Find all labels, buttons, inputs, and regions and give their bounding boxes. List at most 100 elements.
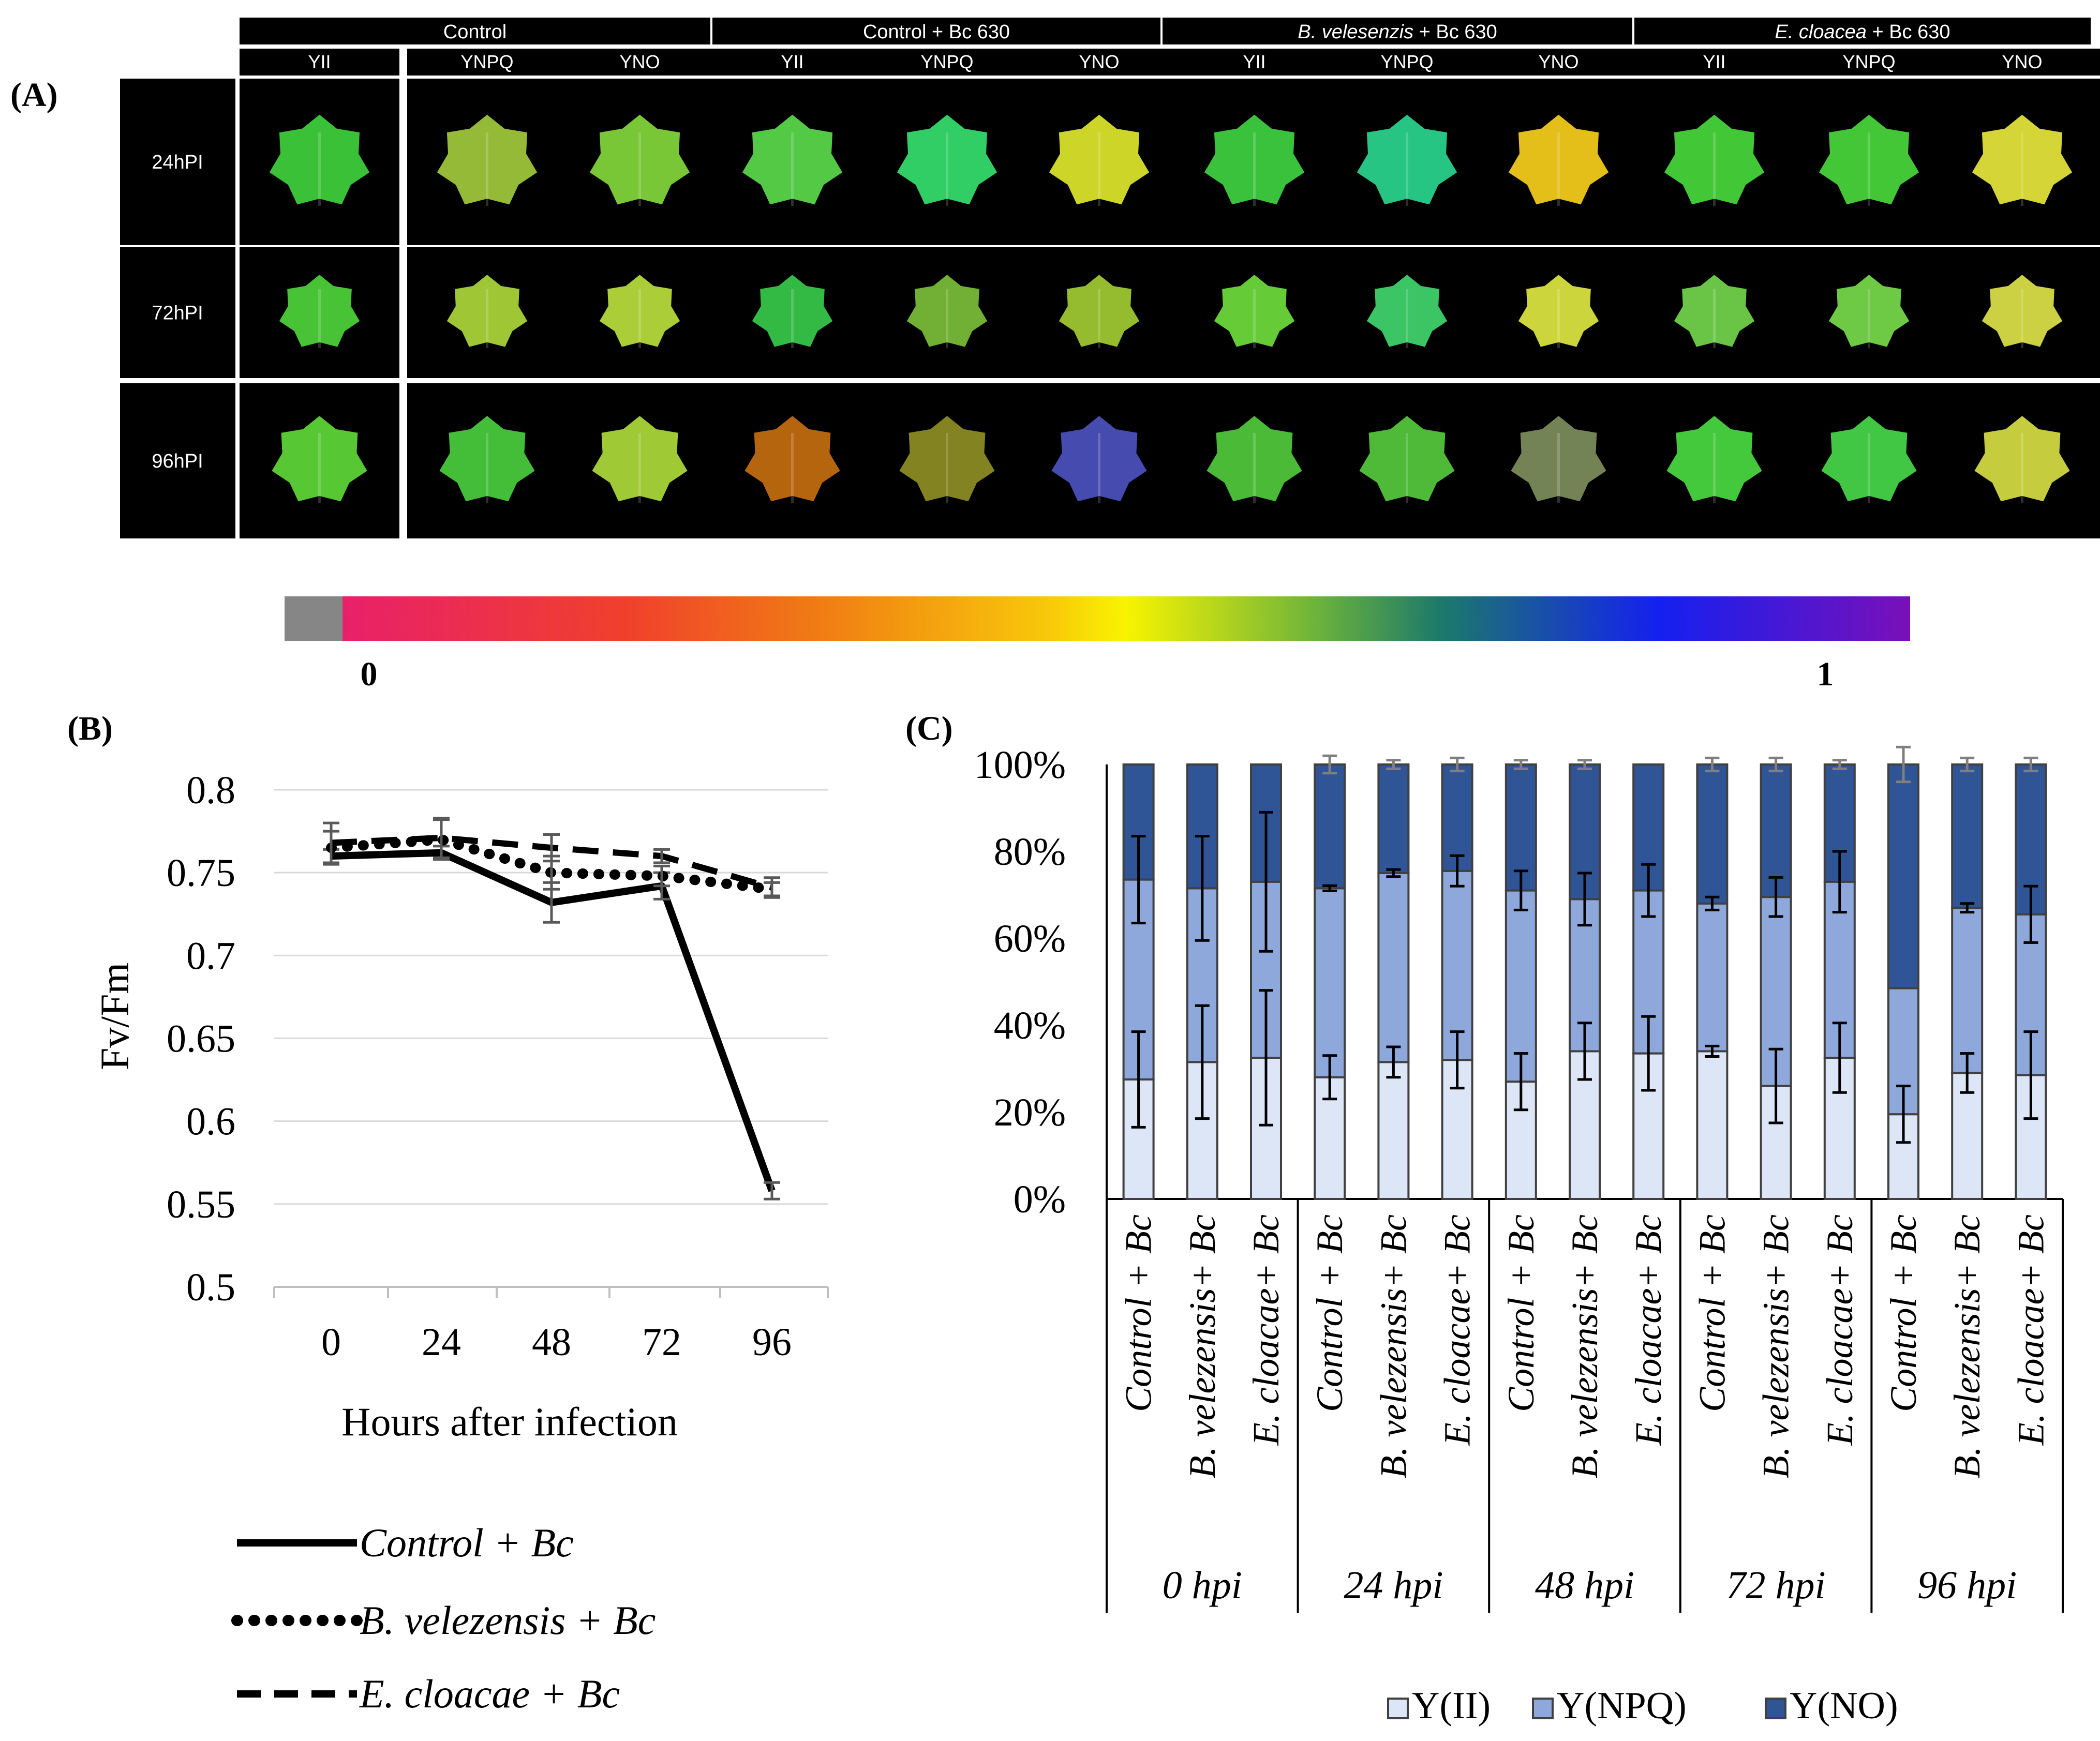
c-legend-swatch: [1387, 1698, 1409, 1719]
c-bar-segment: [1314, 887, 1346, 1078]
param-header-bg: [1174, 49, 1334, 76]
leaf-image: [269, 114, 370, 205]
b-gridlines: [273, 789, 829, 1298]
c-category-label: B. velezensis+ Bc: [1755, 1214, 1797, 1478]
colorbar-gray: [285, 596, 342, 641]
row-label-bg: [120, 247, 235, 378]
leaf-image: [589, 114, 690, 205]
c-bar-segment: [1696, 902, 1729, 1053]
leaf-image: [279, 275, 360, 347]
c-error-bars: [1131, 745, 2038, 1144]
param-header-label: YII: [308, 51, 331, 72]
leaf-image: [1214, 275, 1295, 347]
c-legend-label: Y(NPQ): [1557, 1685, 1687, 1727]
colorbar-max-label: 1: [1817, 655, 1834, 693]
leaf-image: [1059, 275, 1140, 347]
param-header-label: YNPQ: [1842, 51, 1895, 72]
c-y-tick-labels: 0% 20% 40% 60% 80% 100%: [974, 743, 1066, 1221]
param-header-label: YNO: [1538, 51, 1578, 72]
colorbar-min-label: 0: [361, 655, 378, 693]
panel-c-label: (C): [905, 710, 953, 747]
param-header-label: YNO: [619, 51, 660, 72]
group-header-bg: [240, 18, 710, 44]
param-header-bg: [560, 49, 720, 76]
b-x-tick-label: 96: [752, 1320, 792, 1364]
leaf-image: [1972, 114, 2073, 205]
leaf-image: [1357, 114, 1457, 205]
leaf-image: [1828, 275, 1910, 347]
b-y-tick-label: 0.8: [186, 769, 235, 812]
row-label-bg: [120, 383, 235, 538]
row-label: 96hPI: [152, 451, 203, 472]
leaf-image: [1207, 416, 1302, 502]
panel-a: (A) Control Control + Bc 630 B. velesenzis…: [10, 18, 2100, 693]
param-header-bg: [407, 49, 567, 76]
b-y-tick-labels: 0.5 0.55 0.6 0.65 0.7 0.75 0.8: [167, 769, 235, 1309]
c-bar-segment: [1377, 1061, 1410, 1200]
b-series-dashed: [323, 816, 780, 899]
panel-b-label: (B): [67, 710, 113, 747]
b-series-solid: [323, 845, 780, 1200]
treatment-group-headers: Control Control + Bc 630 B. velesenzis + B…: [240, 18, 2091, 44]
c-legend: Y(II) Y(NPQ) Y(NO): [1387, 1685, 1898, 1727]
c-category-label: E. cloacae+ Bc: [1819, 1214, 1860, 1446]
leaf-image: [1666, 416, 1762, 502]
c-legend-swatch: [1765, 1698, 1786, 1719]
b-y-tick-label: 0.6: [186, 1100, 235, 1144]
row-label: 24hPI: [152, 152, 203, 173]
param-header-label: YNPQ: [460, 51, 513, 72]
leaf-image: [1821, 416, 1917, 502]
b-x-tick-labels: 0 24 48 72 96: [321, 1320, 792, 1364]
c-category-label: Control + Bc: [1118, 1214, 1159, 1412]
param-header-bg: [1789, 49, 1949, 76]
param-header-bg: [1019, 49, 1179, 76]
param-header-label: YII: [1243, 51, 1265, 72]
b-y-axis-title: Fv/Fm: [92, 963, 137, 1070]
c-bar-segment: [1505, 889, 1537, 1083]
leaf-image: [897, 114, 997, 205]
group-header-label: B. velesenzis + Bc 630: [1298, 21, 1497, 43]
param-header-bg: [1942, 49, 2100, 76]
leaf-image: [1518, 275, 1599, 347]
param-header-label: YNO: [2002, 51, 2042, 72]
group-header-label: Control + Bc 630: [863, 21, 1010, 43]
b-series: [323, 816, 780, 1200]
c-legend-label: Y(II): [1412, 1685, 1491, 1727]
c-category-label: B. velezensis+ Bc: [1182, 1214, 1223, 1478]
c-group-label: 48 hpi: [1535, 1564, 1634, 1607]
c-y-tick-label: 20%: [994, 1091, 1066, 1134]
leaf-image: [1974, 416, 2070, 502]
leaf-image: [592, 416, 688, 502]
leaf-image: [1664, 114, 1765, 205]
b-legend: Control + Bc B. velezensis + Bc E. cloacae…: [231, 1520, 656, 1716]
b-y-tick-label: 0.75: [167, 851, 235, 895]
c-y-tick-label: 80%: [994, 830, 1066, 874]
leaf-image: [1366, 275, 1448, 347]
leaf-image: [742, 114, 843, 205]
panel-b-line-chart: (B) 0.5 0.55 0.6 0.65 0.7 0.75 0.8 0 24 48 72 96 F…: [67, 710, 829, 1716]
c-category-label: B. velezensis+ Bc: [1564, 1214, 1605, 1478]
leaf-image: [906, 275, 988, 347]
b-x-tick-label: 48: [532, 1320, 571, 1364]
leaf-image: [1674, 275, 1755, 347]
row-label-bg: [120, 79, 235, 245]
param-header-label: YNPQ: [920, 51, 973, 72]
b-y-tick-label: 0.5: [186, 1266, 235, 1309]
param-header-bg: [1479, 49, 1639, 76]
param-header-bg: [1327, 49, 1487, 76]
leaf-image: [439, 416, 535, 502]
c-bar-segment: [1951, 1072, 1984, 1200]
param-header-bg: [1634, 49, 1794, 76]
leaf-image: [1511, 416, 1606, 502]
c-category-label: Control + Bc: [1309, 1214, 1350, 1412]
param-header-label: YNO: [1079, 51, 1119, 72]
leaf-image-grid: [240, 79, 2100, 538]
b-x-tick-label: 72: [642, 1320, 681, 1364]
c-bar-segment: [1887, 1113, 1919, 1200]
group-header-label: Control: [443, 21, 507, 43]
leaf-image: [744, 416, 840, 502]
param-header-label: YII: [781, 51, 803, 72]
c-bar-segment: [1887, 763, 1919, 989]
time-row-labels: 24hPI 72hPI 96hPI: [120, 79, 235, 538]
